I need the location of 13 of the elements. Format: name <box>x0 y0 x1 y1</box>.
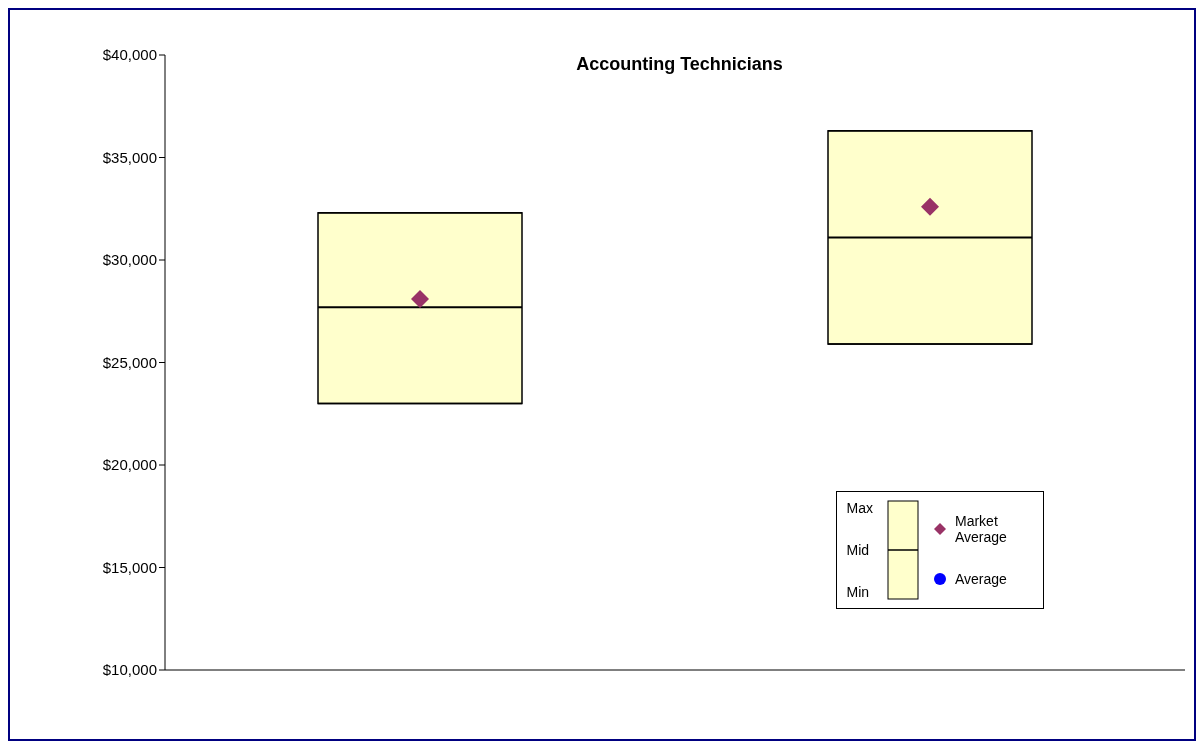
y-tick-label: $20,000 <box>102 456 157 474</box>
y-tick-label: $25,000 <box>102 353 157 371</box>
y-tick-label: $35,000 <box>102 148 157 166</box>
annotation: Max <box>846 500 873 516</box>
y-tick-label: $15,000 <box>102 558 157 576</box>
y-tick-label: $40,000 <box>102 46 157 64</box>
annotation: Mid <box>846 542 871 558</box>
y-tick-label: $30,000 <box>102 251 157 269</box>
y-tick-label: $10,000 <box>102 661 157 679</box>
chart-title: Accounting Technicians <box>575 54 784 75</box>
annotation: Min <box>846 584 871 600</box>
legend-label: Market Average <box>955 513 1008 545</box>
legend-label: Average <box>955 571 1007 587</box>
